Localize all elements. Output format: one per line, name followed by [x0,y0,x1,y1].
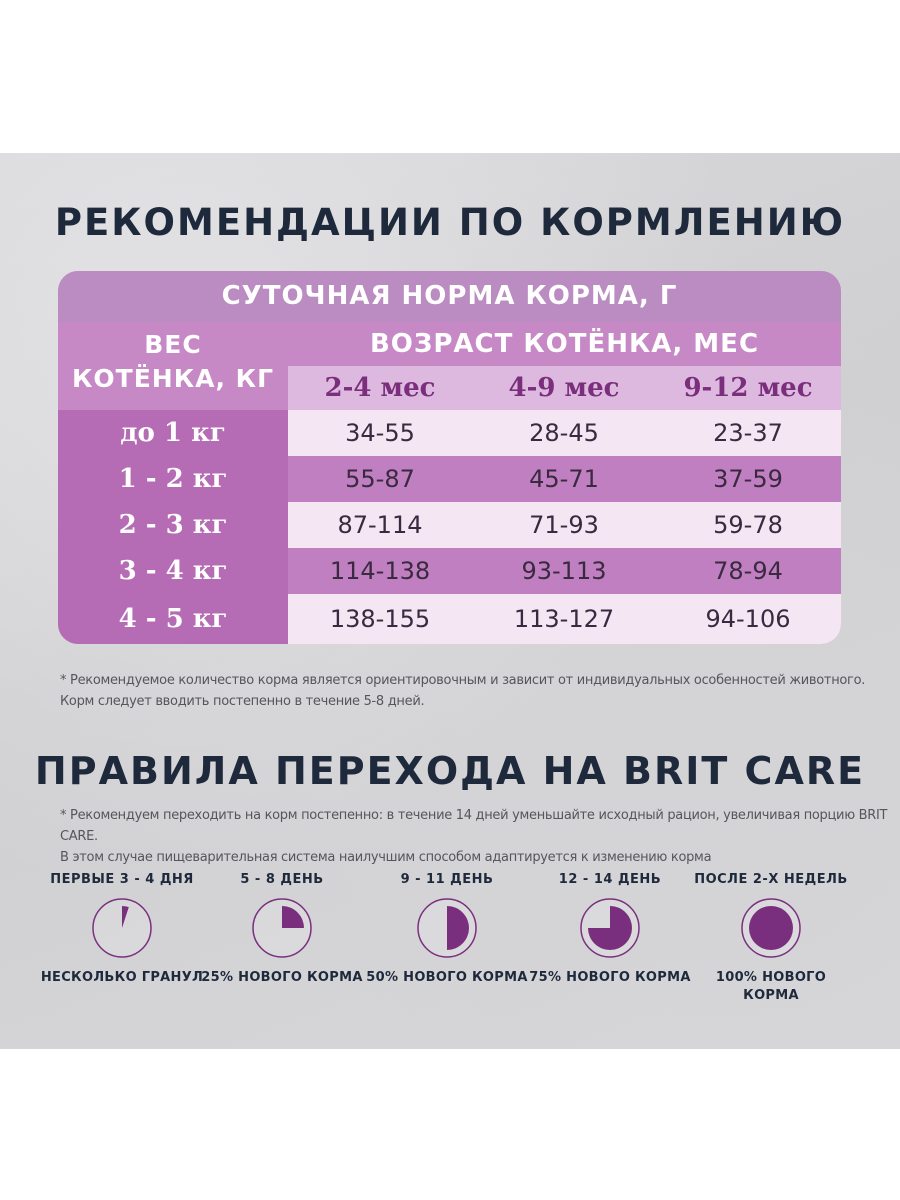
age-header: ВОЗРАСТ КОТЁНКА, МЕС [288,322,841,366]
step-portion: 50% НОВОГО КОРМА [366,970,528,985]
weight-column: ВЕС КОТЁНКА, КГ [58,322,288,644]
step-portion: 100% НОВОГО КОРМА [715,970,827,1003]
portion-pie-icon [417,898,477,958]
feeding-title: РЕКОМЕНДАЦИИ ПО КОРМЛЕНИЮ [54,201,846,244]
weight-cell: 1 - 2 кг [118,464,228,494]
table-row: 2 - 3 кг 87-114 71-93 59-78 [58,502,841,548]
feeding-note-line1: * Рекомендуемое количество корма являетс… [60,673,866,688]
value-cell: 37-59 [713,465,783,493]
value-cell: 138-155 [329,605,431,633]
value-cell: 114-138 [329,557,431,585]
feeding-note: * Рекомендуемое количество корма являетс… [60,670,865,712]
weight-cell: до 1 кг [120,418,226,448]
transition-note: * Рекомендуем переходить на корм постепе… [60,805,900,868]
table-row: 1 - 2 кг 55-87 45-71 37-59 [58,456,841,502]
portion-pie-icon [252,898,312,958]
value-cell: 59-78 [713,511,783,539]
portion-pie-icon [92,898,152,958]
feeding-table: СУТОЧНАЯ НОРМА КОРМА, Г ВЕС КОТЁНКА, КГ … [58,271,841,644]
step-day: 5 - 8 ДЕНЬ [240,872,324,887]
transition-step: 9 - 11 ДЕНЬ 50% НОВОГО КОРМА [362,871,532,987]
transition-steps: ПЕРВЫЕ 3 - 4 ДНЯ НЕСКОЛЬКО ГРАНУЛ 5 - 8 … [0,871,900,1003]
period-header: 2-4 мес [324,373,436,403]
weight-header-line2: КОТЁНКА, КГ [71,364,275,393]
step-portion: 25% НОВОГО КОРМА [201,970,363,985]
weight-cell: 3 - 4 кг [118,556,228,586]
table-row: 4 - 5 кг 138-155 113-127 94-106 [58,594,841,644]
weight-header-cell: ВЕС КОТЁНКА, КГ [58,322,288,410]
step-portion: 75% НОВОГО КОРМА [529,970,691,985]
value-cell: 55-87 [345,465,415,493]
pie-slice [282,906,304,928]
value-cell: 45-71 [529,465,599,493]
transition-step: ПОСЛЕ 2-Х НЕДЕЛЬ 100% НОВОГО КОРМА [686,871,856,1003]
table-row: до 1 кг 34-55 28-45 23-37 [58,410,841,456]
weight-header-line1: ВЕС [144,330,202,359]
value-cell: 34-55 [345,419,415,447]
infographic-panel: РЕКОМЕНДАЦИИ ПО КОРМЛЕНИЮ СУТОЧНАЯ НОРМА… [0,153,900,1049]
value-cell: 23-37 [713,419,783,447]
weight-header: ВЕС КОТЁНКА, КГ [58,328,288,396]
portion-pie-icon [741,898,801,958]
feeding-note-line2: Корм следует вводить постепенно в течени… [60,694,425,709]
period-header: 9-12 мес [683,373,813,403]
step-day: ПЕРВЫЕ 3 - 4 ДНЯ [50,872,194,887]
weight-cell: 4 - 5 кг [118,604,228,634]
value-cell: 78-94 [713,557,783,585]
table-row: 3 - 4 кг 114-138 93-113 78-94 [58,548,841,594]
value-cell: 93-113 [521,557,607,585]
pie-slice [447,906,469,950]
weight-cell: 2 - 3 кг [118,510,228,540]
transition-note-line2: В этом случае пищеварительная система на… [60,850,712,865]
value-cell: 113-127 [513,605,615,633]
transition-step: ПЕРВЫЕ 3 - 4 ДНЯ НЕСКОЛЬКО ГРАНУЛ [37,871,207,987]
transition-title: ПРАВИЛА ПЕРЕХОДА НА BRIT CARE [34,749,866,793]
step-day: ПОСЛЕ 2-Х НЕДЕЛЬ [694,872,848,887]
transition-step: 12 - 14 ДЕНЬ 75% НОВОГО КОРМА [525,871,695,987]
period-header-row: 2-4 мес 4-9 мес 9-12 мес [288,366,841,410]
transition-note-line1: * Рекомендуем переходить на корм постепе… [60,808,888,844]
pie-slice [749,906,793,950]
portion-pie-icon [580,898,640,958]
value-cell: 87-114 [337,511,423,539]
step-portion: НЕСКОЛЬКО ГРАНУЛ [40,970,204,985]
value-cell: 94-106 [705,605,791,633]
value-cell: 71-93 [529,511,599,539]
step-day: 9 - 11 ДЕНЬ [400,872,494,887]
table-title: СУТОЧНАЯ НОРМА КОРМА, Г [58,271,841,322]
pie-slice [122,906,129,928]
pie-slice [588,906,632,950]
step-day: 12 - 14 ДЕНЬ [558,872,662,887]
value-cell: 28-45 [529,419,599,447]
transition-step: 5 - 8 ДЕНЬ 25% НОВОГО КОРМА [197,871,367,987]
period-header: 4-9 мес [508,373,620,403]
